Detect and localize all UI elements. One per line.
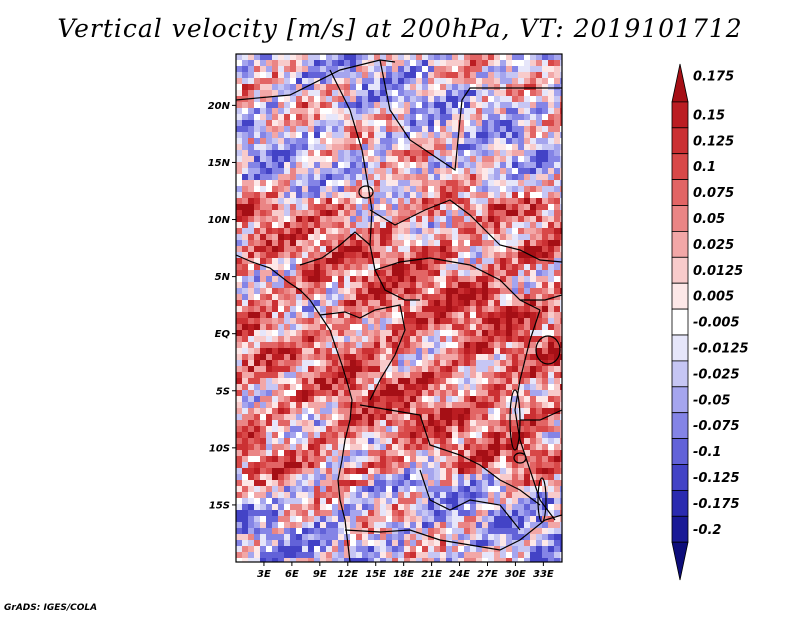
border-north-1 xyxy=(236,59,396,101)
colorbar-swatch xyxy=(671,153,689,180)
velocity-field xyxy=(236,54,562,562)
colorbar-label: 0.005 xyxy=(693,290,734,305)
border-tanzania xyxy=(520,409,562,421)
colorbar-swatch xyxy=(671,127,689,155)
colorbar-swatch xyxy=(671,230,689,258)
colorbar-swatch xyxy=(671,386,689,414)
colorbar-label: -0.025 xyxy=(693,367,740,382)
lon-label: 21E xyxy=(421,569,442,580)
colorbar-label: -0.075 xyxy=(693,419,740,434)
lat-label: 15N xyxy=(208,158,231,169)
colorbar-swatch xyxy=(671,282,689,310)
lon-label: 30E xyxy=(505,569,526,580)
colorbar-swatch xyxy=(671,256,689,284)
colorbar-swatch xyxy=(671,360,689,388)
colorbar-swatch xyxy=(671,489,689,517)
border-drc-south xyxy=(359,404,541,506)
colorbar-swatch xyxy=(671,334,689,362)
lon-label: 24E xyxy=(449,569,470,580)
colorbar-swatch xyxy=(671,101,689,129)
colorbar-swatch xyxy=(671,205,689,232)
border-north-2 xyxy=(329,69,373,246)
colorbar-swatch xyxy=(671,308,689,336)
colorbar-swatch xyxy=(671,179,689,206)
lon-label: 9E xyxy=(313,569,327,580)
lat-label: EQ xyxy=(215,329,231,340)
colorbar-label: -0.05 xyxy=(693,393,730,408)
lon-label: 18E xyxy=(393,569,414,580)
border-zambia xyxy=(419,469,521,531)
lake-victoria xyxy=(535,335,561,365)
colorbar-label: 0.125 xyxy=(693,134,734,149)
country-boundaries xyxy=(236,59,562,562)
grads-credit: GrADS: IGES/COLA xyxy=(4,603,98,613)
lat-label: 5S xyxy=(216,386,230,397)
colorbar-label: 0.15 xyxy=(693,108,725,123)
map-axes: 20N 15N 10N 5N EQ 5S 10S 15S 3E 6E 9E 12E 15E 18E 21E 2… xyxy=(208,101,554,580)
colorbar-label: -0.2 xyxy=(693,523,721,538)
colorbar-swatch xyxy=(671,464,689,491)
lon-label: 15E xyxy=(365,569,386,580)
lake-malawi xyxy=(537,477,547,523)
colorbar-label: 0.05 xyxy=(693,212,725,227)
lon-label: 12E xyxy=(337,569,358,580)
lon-label: 27E xyxy=(477,569,498,580)
border-chad-car xyxy=(369,199,562,263)
lat-label: 10N xyxy=(208,215,231,226)
colorbar-label: -0.125 xyxy=(693,471,740,486)
border-cameroon xyxy=(299,231,420,301)
lat-label: 15S xyxy=(209,500,230,511)
lake-mweru xyxy=(513,452,527,464)
colorbar-label: -0.0125 xyxy=(693,342,749,357)
colorbar-label: 0.0125 xyxy=(693,264,743,279)
colorbar-label: 0.075 xyxy=(693,186,734,201)
colorbar-label: -0.1 xyxy=(693,445,721,460)
colorbar-label: 0.025 xyxy=(693,238,734,253)
lon-label: 3E xyxy=(257,569,271,580)
lake-chad xyxy=(358,185,374,199)
colorbar-swatch xyxy=(671,438,689,465)
colorbar-label: 0.175 xyxy=(693,70,734,85)
lat-label: 10S xyxy=(209,443,230,454)
colorbar-swatch xyxy=(671,63,689,103)
border-congo xyxy=(319,304,406,401)
colorbar-label: 0.1 xyxy=(693,160,716,175)
plot-frame xyxy=(235,53,563,563)
lon-label: 6E xyxy=(285,569,299,580)
border-sudan-west xyxy=(379,59,562,172)
map-title: Vertical velocity [m/s] at 200hPa, VT: 2… xyxy=(57,14,743,43)
lake-tanganyika xyxy=(509,389,521,451)
lat-label: 5N xyxy=(215,272,231,283)
colorbar-swatch xyxy=(671,515,689,543)
border-kenya xyxy=(520,294,562,301)
lat-label: 20N xyxy=(208,101,231,112)
lon-label: 33E xyxy=(533,569,554,580)
colorbar-swatch xyxy=(671,541,689,581)
colorbar: 0.175 0.15 0.125 0.1 0.075 0.05 0.025 0.0125 0.0… xyxy=(671,63,749,581)
colorbar-label: -0.005 xyxy=(693,316,740,331)
coastline-west xyxy=(236,254,353,562)
colorbar-swatch xyxy=(671,412,689,440)
colorbar-label: -0.175 xyxy=(693,497,740,512)
border-angola-south xyxy=(344,514,562,551)
